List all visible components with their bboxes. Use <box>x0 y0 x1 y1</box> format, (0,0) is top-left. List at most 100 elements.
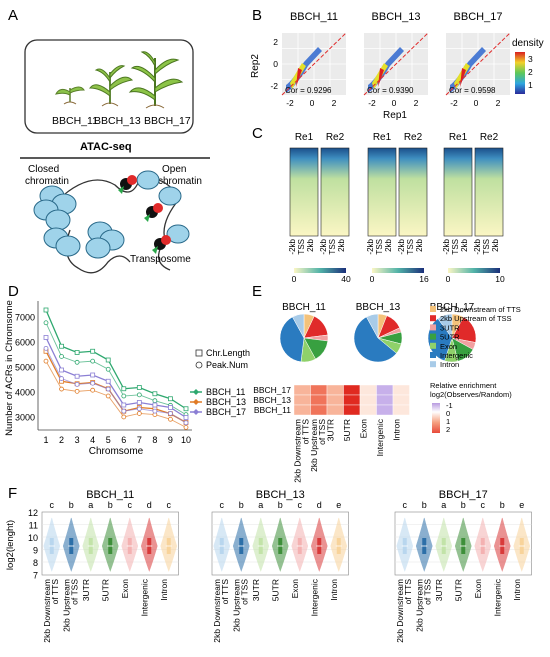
e-heat-row-label-1: BBCH_13 <box>253 395 291 405</box>
e-legend-swatch <box>430 352 436 358</box>
chromatin-illustration <box>33 170 190 274</box>
f-ytick: 12 <box>28 508 38 518</box>
f-xlabel: of TSS <box>422 579 432 605</box>
e-pie-slice <box>279 316 305 363</box>
e-heat-xlabel: 5UTR <box>342 419 352 441</box>
b-legend-tick: 2 <box>528 67 533 77</box>
b-ytick: -2 <box>270 81 278 91</box>
f-sig-letter: b <box>239 500 244 510</box>
e-heat-row-label-0: BBCH_17 <box>253 385 291 395</box>
e-enrich-title-1: Relative enrichment <box>430 381 497 390</box>
d-point-square <box>59 367 64 373</box>
d-series-line-2 <box>45 337 187 419</box>
d-legend-series-1: BBCH_13 <box>206 397 246 407</box>
b-xtick: 0 <box>310 98 315 108</box>
f-xlabel: Intergenic <box>309 578 319 616</box>
b-density-peak-0 <box>296 68 302 87</box>
d-point-circle <box>168 411 173 416</box>
d-xtick: 4 <box>90 435 95 445</box>
e-legend-label: 5UTR <box>440 333 460 342</box>
d-point-circle <box>105 393 111 399</box>
c-rep-label: Re1 <box>449 132 468 143</box>
e-heat-cell <box>310 384 328 396</box>
panel-a: BBCH_11 BBCH_13 BBCH_17 ATAC-seq Closed … <box>20 39 210 274</box>
c-heatmap-0-1 <box>320 147 350 237</box>
stage-frame <box>24 39 194 134</box>
e-enrich-tick: -1 <box>446 401 453 410</box>
d-xlabel: Chromsome <box>89 446 144 457</box>
d-point-circle <box>152 398 158 404</box>
d-point-circle <box>59 376 64 381</box>
e-legend-swatch <box>430 315 436 322</box>
panel-letter-f: F <box>8 485 17 502</box>
c-rep-label: Re1 <box>373 132 392 143</box>
c-xtick: 2kb <box>384 238 393 251</box>
d-point-square <box>74 350 80 355</box>
c-scale-max-1: 16 <box>419 274 429 284</box>
c-scale-min-0: 0 <box>292 274 297 284</box>
f-xlabel: of TSS <box>239 579 249 605</box>
d-point-circle <box>152 408 158 414</box>
d-point-circle <box>105 386 111 392</box>
e-legend-label: Exon <box>440 342 457 351</box>
e-legend-label: Intergenic <box>440 351 473 360</box>
d-point-circle <box>43 345 49 351</box>
f-title-2: BBCH_17 <box>439 489 488 501</box>
d-point-square <box>74 373 80 379</box>
d-xtick: 3 <box>75 435 80 445</box>
b-legend-tick: 1 <box>528 80 533 90</box>
seedling-icon <box>55 86 85 105</box>
e-heat-xlabel: of TTS <box>300 419 310 445</box>
c-xtick: 2kb <box>415 238 424 251</box>
d-xtick: 1 <box>43 435 48 445</box>
panel-f: log2(lenght) 12 11 10 9 8 7 BBCH_11c 2kb Downstr… <box>5 489 532 643</box>
b-xtick: -2 <box>368 98 376 108</box>
f-xlabel: 2kb Downstream <box>212 579 222 643</box>
b-diagonal-0 <box>281 32 347 96</box>
e-heat-cell <box>359 404 377 416</box>
b-cor-0: Cor = 0.9296 <box>285 86 332 95</box>
f-sig-letter: a <box>88 500 93 510</box>
f-xlabel: Exon <box>290 579 300 599</box>
f-xlabel: Intron <box>159 579 169 601</box>
f-sig-letter: a <box>441 500 446 510</box>
d-point-square <box>152 402 158 408</box>
c-rep-label: Re2 <box>404 132 423 143</box>
e-heat-cell <box>392 394 410 406</box>
e-enrich-colorbar <box>432 403 440 433</box>
b-xtick: -2 <box>450 98 458 108</box>
e-heat-cell <box>376 394 394 406</box>
f-ytick: 9 <box>33 546 38 556</box>
b-title-2: BBCH_17 <box>454 11 503 23</box>
c-scale-min-1: 0 <box>370 274 375 284</box>
b-xtick: -2 <box>286 98 294 108</box>
panel-letter-b: B <box>252 7 262 24</box>
d-legend-marker-1: Peak.Num <box>206 360 248 370</box>
e-enrich-title-2: log2(Observes/Random) <box>430 390 512 399</box>
f-ylabel: log2(lenght) <box>5 520 16 570</box>
d-point-square <box>90 372 96 378</box>
f-sig-letter: c <box>128 500 133 510</box>
open-chromatin-label-2: chromatin <box>158 176 202 187</box>
transposome-label: Transposome <box>130 254 191 265</box>
e-heat-cell <box>359 384 377 396</box>
e-pie-title-1: BBCH_13 <box>356 302 401 313</box>
d-point-circle <box>90 380 96 386</box>
d-legend-diamond-1 <box>193 399 199 405</box>
c-scale-max-2: 10 <box>495 274 505 284</box>
f-sig-letter: b <box>500 500 505 510</box>
c-xtick: 2kb <box>491 238 500 251</box>
b-diagonal-1 <box>363 32 429 96</box>
f-xlabel: 2kb Downstream <box>42 579 52 643</box>
f-xlabel: 2kb Upstream <box>414 579 424 632</box>
e-heat-cell <box>310 404 328 416</box>
d-point-circle <box>183 420 189 426</box>
d-point-circle <box>74 381 80 387</box>
e-heat-xlabel: Exon <box>358 419 368 439</box>
e-heat-cell <box>376 384 394 396</box>
f-sig-letter: c <box>403 500 408 510</box>
c-xtick: TSS <box>297 239 306 255</box>
b-diagonal-2 <box>445 32 511 96</box>
f-sig-letter: c <box>167 500 172 510</box>
